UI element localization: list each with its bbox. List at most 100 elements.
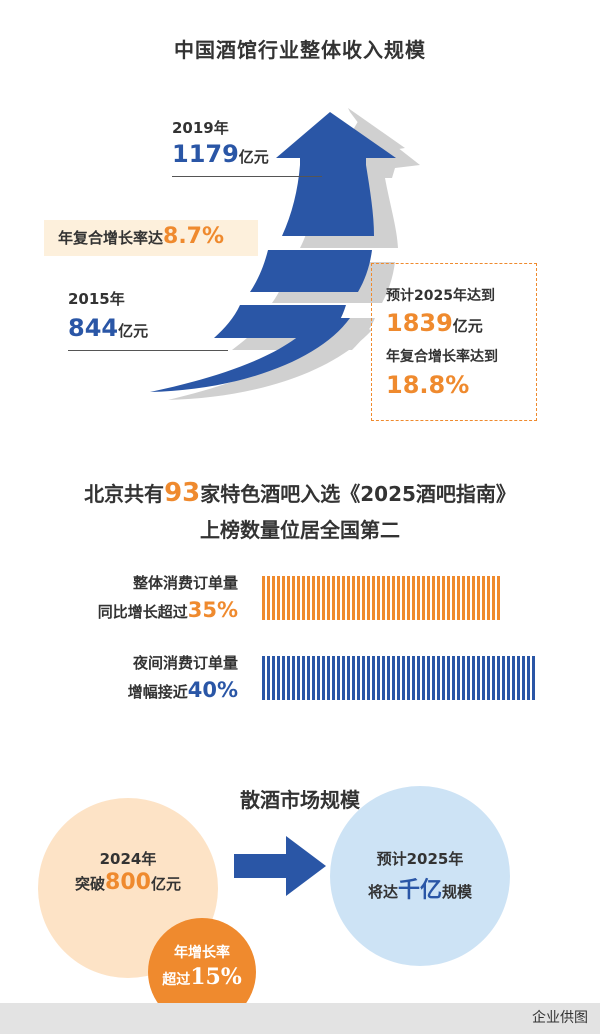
cagr-highlight-box	[44, 220, 258, 256]
bar2-stripe	[407, 656, 410, 700]
bar1-stripe	[447, 576, 450, 620]
cagr-text: 年复合增长率达8.7%	[58, 224, 224, 249]
bar2-stripe	[462, 656, 465, 700]
forecast-value-unit: 亿元	[452, 317, 483, 335]
bar2-stripe	[347, 656, 350, 700]
bar2-stripe	[352, 656, 355, 700]
bar2-stripe	[417, 656, 420, 700]
growth-badge-line1: 年增长率	[174, 945, 230, 961]
bar2-stripe	[297, 656, 300, 700]
bar1-stripe	[352, 576, 355, 620]
bar2-stripe	[402, 656, 405, 700]
bar2-stripe	[497, 656, 500, 700]
year-2015-label: 2015年	[68, 290, 125, 308]
forecast-value: 1839亿元	[386, 309, 483, 337]
bar2-pct: 40%	[187, 678, 238, 702]
bar1-pct: 35%	[187, 598, 238, 622]
bar1-stripe	[347, 576, 350, 620]
headline-line2: 上榜数量位居全国第二	[200, 518, 400, 542]
bar1-stripe	[267, 576, 270, 620]
left-circle-number: 800	[105, 870, 151, 895]
forecast-line3: 年复合增长率达到	[386, 349, 498, 365]
footer-band	[0, 1003, 600, 1034]
bar1-stripe	[477, 576, 480, 620]
bar2-stripe	[477, 656, 480, 700]
bar2-stripe	[357, 656, 360, 700]
bar1-stripe	[407, 576, 410, 620]
bar2-stripe	[457, 656, 460, 700]
growth-badge-line2: 超过15%	[148, 964, 256, 990]
bar1-stripe	[332, 576, 335, 620]
right-circle	[330, 786, 510, 966]
bar1-stripe	[402, 576, 405, 620]
bar2-graphic	[262, 656, 535, 700]
bar2-stripe	[267, 656, 270, 700]
bar1-stripe	[437, 576, 440, 620]
bar2-stripe	[277, 656, 280, 700]
headline-post: 家特色酒吧入选《2025酒吧指南》	[200, 482, 516, 506]
bar1-stripe	[302, 576, 305, 620]
bar2-stripe	[502, 656, 505, 700]
bar1-stripe	[337, 576, 340, 620]
cagr-value: 8.7%	[163, 224, 225, 249]
bar1-stripe	[317, 576, 320, 620]
left-circle-line2: 突破800亿元	[38, 870, 218, 895]
bar2-stripe	[527, 656, 530, 700]
bar2-stripe	[367, 656, 370, 700]
bar1-label1: 整体消费订单量	[132, 574, 238, 592]
year-2019-label: 2019年	[172, 119, 229, 137]
bar2-stripe	[442, 656, 445, 700]
bar2-label2-pre: 增幅接近	[127, 683, 188, 701]
bar2-stripe	[507, 656, 510, 700]
right-circle-line1: 预计2025年	[376, 850, 464, 868]
bar1-stripe	[372, 576, 375, 620]
bar1-stripe	[467, 576, 470, 620]
section1-title: 中国酒馆行业整体收入规模	[174, 38, 426, 62]
line-2015	[68, 350, 228, 351]
bar2-stripe	[432, 656, 435, 700]
headline-pre: 北京共有	[84, 482, 165, 506]
bar2-stripe	[287, 656, 290, 700]
bar2-stripe	[272, 656, 275, 700]
value-2019-number: 1179	[172, 140, 239, 168]
bar2-stripe	[332, 656, 335, 700]
bar2-stripe	[512, 656, 515, 700]
bar2-stripe	[387, 656, 390, 700]
bar2-stripe	[372, 656, 375, 700]
bar1-stripe	[472, 576, 475, 620]
bar2-stripe	[447, 656, 450, 700]
bar2-stripe	[492, 656, 495, 700]
bar2-stripe	[467, 656, 470, 700]
left-circle-unit: 亿元	[150, 875, 181, 893]
bar1-stripe	[417, 576, 420, 620]
bar2-stripe	[437, 656, 440, 700]
bar2-stripe	[312, 656, 315, 700]
right-circle-pre: 将达	[367, 883, 398, 901]
headline-line1: 北京共有93家特色酒吧入选《2025酒吧指南》	[0, 478, 600, 508]
bar1-stripe	[387, 576, 390, 620]
bar2-stripe	[282, 656, 285, 700]
photo-credit: 企业供图	[532, 1010, 588, 1026]
bar1-stripe	[487, 576, 490, 620]
bar1-stripe	[322, 576, 325, 620]
bar1-stripe	[307, 576, 310, 620]
bar1-stripe	[327, 576, 330, 620]
right-circle-post: 规模	[442, 883, 473, 901]
bar2-stripe	[292, 656, 295, 700]
bar1-stripe	[482, 576, 485, 620]
forecast-line1: 预计2025年达到	[386, 288, 495, 304]
bar1-stripe	[282, 576, 285, 620]
bar1-stripe	[397, 576, 400, 620]
bar1-stripe	[412, 576, 415, 620]
bar1-stripe	[297, 576, 300, 620]
bar1-stripe	[457, 576, 460, 620]
bar2-label1: 夜间消费订单量	[132, 654, 238, 672]
bar1-stripe	[442, 576, 445, 620]
bar1-label2: 同比增长超过35%	[98, 598, 238, 622]
value-2019-unit: 亿元	[238, 148, 269, 166]
arrow-right-icon	[234, 836, 326, 896]
line-2019	[172, 176, 322, 177]
bar1-stripe	[382, 576, 385, 620]
value-2015-unit: 亿元	[118, 322, 149, 340]
bar2-stripe	[522, 656, 525, 700]
